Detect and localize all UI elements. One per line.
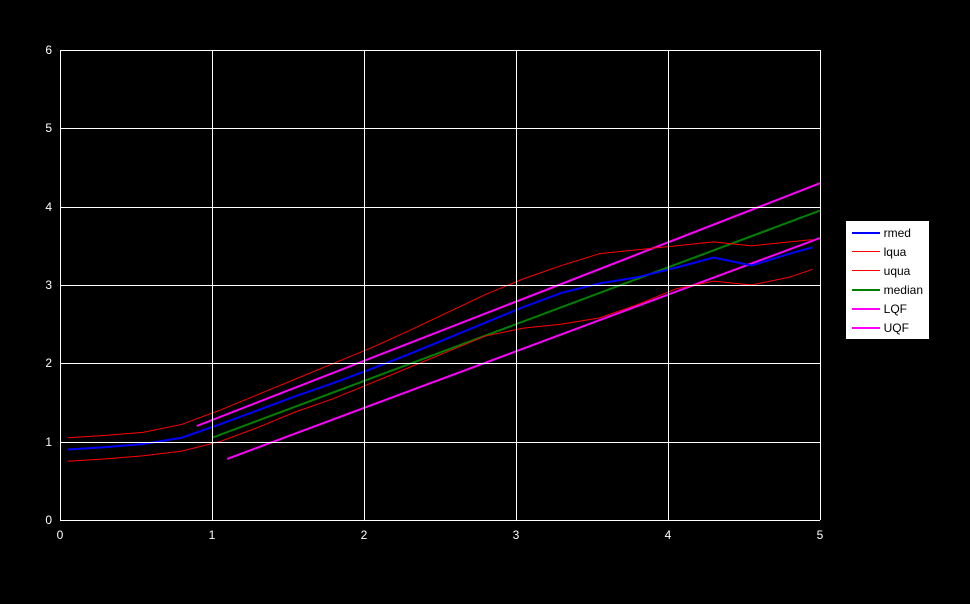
plot-area	[60, 50, 820, 520]
y-tick-label: 1	[32, 435, 52, 449]
legend-line	[852, 251, 880, 252]
legend-item-rmed: rmed	[852, 223, 923, 242]
gridline-horizontal	[60, 520, 820, 521]
legend-line	[852, 327, 880, 329]
x-tick-label: 5	[817, 528, 824, 542]
series-uqua	[68, 240, 813, 438]
x-tick-label: 1	[209, 528, 216, 542]
legend-item-median: median	[852, 280, 923, 299]
y-tick-label: 5	[32, 121, 52, 135]
gridline-horizontal	[60, 363, 820, 364]
legend-swatch	[852, 264, 880, 278]
legend-item-UQF: UQF	[852, 318, 923, 337]
legend-item-lqua: lqua	[852, 242, 923, 261]
legend-label: rmed	[884, 226, 911, 240]
legend-line	[852, 289, 880, 291]
gridline-horizontal	[60, 128, 820, 129]
legend-label: UQF	[884, 321, 909, 335]
gridline-horizontal	[60, 442, 820, 443]
legend-swatch	[852, 226, 880, 240]
gridline-horizontal	[60, 285, 820, 286]
legend-label: median	[884, 283, 923, 297]
legend-item-uqua: uqua	[852, 261, 923, 280]
y-tick-label: 2	[32, 356, 52, 370]
legend-swatch	[852, 302, 880, 316]
y-tick-label: 0	[32, 513, 52, 527]
y-tick-label: 4	[32, 200, 52, 214]
x-tick-label: 2	[361, 528, 368, 542]
series-rmed	[68, 247, 813, 449]
legend-line	[852, 270, 880, 271]
legend-item-LQF: LQF	[852, 299, 923, 318]
legend-swatch	[852, 321, 880, 335]
chart-plot-area	[60, 50, 820, 520]
legend-label: uqua	[884, 264, 911, 278]
gridline-horizontal	[60, 50, 820, 51]
gridline-vertical	[820, 50, 821, 520]
series-LQF	[227, 238, 820, 459]
legend-swatch	[852, 283, 880, 297]
series-lqua	[68, 269, 813, 461]
legend-line	[852, 232, 880, 234]
x-tick-label: 3	[513, 528, 520, 542]
legend: rmed lqua uqua median LQF UQF	[845, 220, 930, 340]
legend-swatch	[852, 245, 880, 259]
legend-label: LQF	[884, 302, 907, 316]
legend-label: lqua	[884, 245, 907, 259]
x-tick-label: 0	[57, 528, 64, 542]
gridline-horizontal	[60, 207, 820, 208]
y-tick-label: 6	[32, 43, 52, 57]
legend-line	[852, 308, 880, 310]
x-tick-label: 4	[665, 528, 672, 542]
y-tick-label: 3	[32, 278, 52, 292]
series-UQF	[197, 183, 820, 426]
